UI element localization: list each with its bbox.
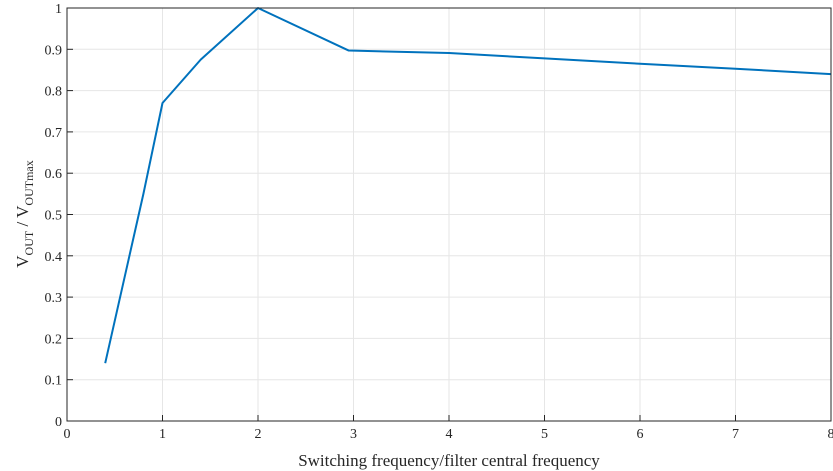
axis-ticks (66, 7, 832, 422)
y-axis-label-v1: V (13, 255, 32, 268)
x-tick-label: 1 (159, 427, 166, 442)
y-tick-labels: 0 0.1 0.2 0.3 0.4 0.5 0.6 0.7 0.8 0.9 1 (45, 2, 63, 430)
y-axis-label-v2: V (13, 205, 32, 218)
x-tick-label: 0 (64, 427, 71, 442)
y-axis-label-sub2: OUTmax (22, 160, 36, 205)
y-tick-label: 0.3 (45, 291, 63, 306)
y-axis-label: VOUT / VOUTmax (13, 160, 36, 267)
x-tick-label: 5 (541, 427, 548, 442)
y-tick-label: 0.5 (45, 209, 63, 224)
y-tick-label: 0 (55, 415, 62, 430)
y-tick-label: 1 (55, 2, 62, 17)
x-tick-label: 8 (828, 427, 833, 442)
x-tick-label: 7 (732, 427, 739, 442)
y-tick-label: 0.7 (45, 126, 63, 141)
series-group (104, 7, 832, 364)
y-tick-label: 0.2 (45, 332, 63, 347)
x-tick-label: 3 (350, 427, 357, 442)
x-tick-label: 6 (637, 427, 644, 442)
x-tick-label: 2 (255, 427, 262, 442)
x-axis-label: Switching frequency/filter central frequ… (298, 451, 600, 470)
y-tick-label: 0.1 (45, 374, 63, 389)
y-tick-label: 0.6 (45, 167, 63, 182)
y-tick-label: 0.8 (45, 85, 63, 100)
y-axis-label-sub1: OUT (22, 230, 36, 255)
y-axis-label-sep: / (13, 218, 32, 231)
y-tick-label: 0.4 (45, 250, 63, 265)
y-tick-label: 0.9 (45, 43, 63, 58)
series-line (104, 7, 832, 364)
x-tick-labels: 0 1 2 3 4 5 6 7 8 (64, 427, 833, 442)
x-tick-label: 4 (446, 427, 453, 442)
grid (66, 7, 832, 422)
